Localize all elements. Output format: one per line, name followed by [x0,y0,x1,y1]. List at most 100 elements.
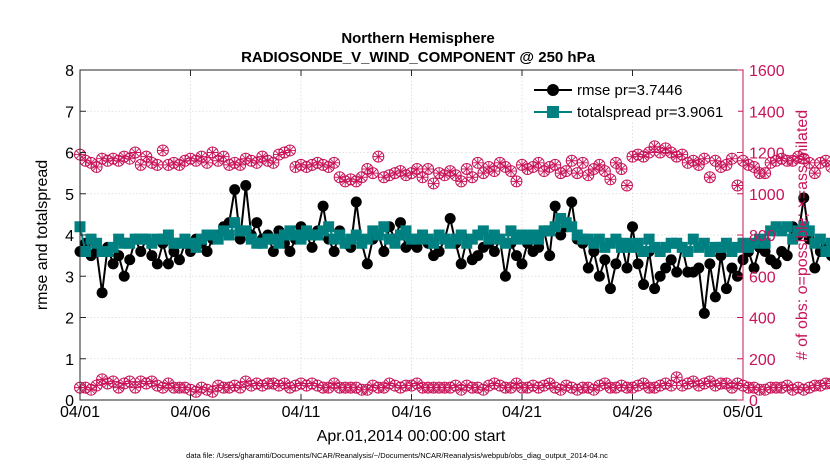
series-3-point-128-star [781,380,793,392]
series-0-point-28 [229,184,241,196]
series-1-point-30 [240,225,252,237]
series-0-point-6 [107,258,119,270]
series-1-point-34 [262,233,274,245]
series-1-point-67 [444,237,456,249]
series-0-point-115 [709,291,721,303]
y-tick-label-right-2: 400 [749,311,776,328]
series-layer [74,140,830,398]
series-2-point-82-star [527,161,539,173]
series-2-point-53 [366,167,379,180]
series-1-point-20 [185,237,196,249]
series-2-point-32-star [251,157,263,169]
series-2-point-122-star [748,161,760,173]
series-1-point-24 [207,229,219,241]
series-2-point-131-star [798,153,810,165]
series-2-point-66-star [439,169,451,181]
series-2-point-22-star [196,151,208,163]
series-0-point-117 [720,283,732,295]
series-2-point-46 [328,156,341,169]
series-3 [74,371,830,398]
series-3-point-111-star [687,375,699,387]
series-1-point-73 [477,225,489,237]
series-0-point-92 [582,262,594,274]
series-2-point-107-star [665,147,677,158]
series-1-point-89 [566,221,578,233]
series-2-point-118 [725,152,738,165]
series-2-point-72-star [472,157,484,169]
series-1-point-101 [632,237,644,249]
series-3-point-78-star [505,382,517,394]
series-1-point-56 [383,233,395,245]
series-2-point-88 [560,165,573,178]
series-1-point-9 [124,237,136,249]
series-2-point-61-star [411,163,423,175]
series-1-point-66 [439,233,451,245]
series-1-point-32 [251,237,263,249]
series-1-point-118 [726,246,738,257]
series-1-point-110 [682,246,694,257]
series-1-point-79 [510,233,522,245]
series-3-point-117-star [720,378,732,389]
series-0-point-108 [671,266,683,278]
series-1-point-82 [527,229,539,241]
series-1-point-17 [168,237,180,249]
series-2-point-84-star [538,165,550,177]
series-1-point-1 [80,246,92,257]
series-1-point-8 [118,237,130,249]
series-0-point-100 [627,221,638,233]
series-1-point-74 [483,233,495,245]
series-0-point-46 [328,246,340,257]
series-0-point-122 [748,262,760,274]
y-axis-label-left: rmse and totalspread [34,160,51,310]
series-2-point-93-star [588,163,600,175]
y-tick-label-3: 3 [65,269,74,286]
series-2-point-124-star [759,167,771,179]
series-1-point-100 [627,241,638,253]
series-1-point-42 [306,229,318,241]
series-0-point-38 [284,246,296,257]
series-2-point-89-star [566,155,578,167]
series-2-point-133 [808,167,821,180]
series-1-point-64 [428,237,440,249]
series-1-point-126 [770,221,782,233]
series-1-point-62 [417,229,429,241]
series-1-point-71 [466,233,478,245]
series-1-point-7 [113,233,125,245]
series-2-point-53-star [367,167,379,179]
series-2-point-105-star [654,147,666,158]
series-2-point-69-star [455,175,467,187]
series-2-point-76-star [494,157,506,169]
series-2-point-11 [134,158,147,171]
series-2-point-10 [129,146,142,159]
series-2 [74,140,830,192]
series-3-point-21-star [190,386,202,398]
series-2-point-14 [151,158,164,171]
series-1-point-18 [173,237,185,249]
series-2-point-113 [698,152,711,165]
series-3-point-45-star [323,382,335,394]
series-2-point-29-star [234,159,246,171]
series-1-point-21 [190,241,202,253]
series-0-point-97 [610,258,622,270]
series-1-point-27 [223,229,235,241]
series-2-point-132-star [803,157,815,169]
series-2-point-51 [355,171,368,184]
series-2-point-78 [504,165,517,178]
series-1-point-114 [704,246,716,257]
y-tick-label-4: 4 [65,228,74,245]
series-2-point-98-star [615,163,627,175]
series-2-point-98 [615,163,628,175]
legend: rmse pr=3.7446 totalspread pr=3.9061 [528,76,738,122]
series-0-point-114 [704,258,716,270]
series-1-point-135 [820,246,830,257]
series-1-point-19 [179,233,191,245]
series-1-point-106 [660,241,672,253]
series-0-point-4 [96,287,108,299]
series-3-point-24-star [207,386,219,398]
series-2-point-70-star [461,163,473,175]
series-2-point-33-star [256,151,268,163]
y-tick-label-5: 5 [65,187,74,204]
y-tick-label-right-6: 1200 [749,146,785,163]
series-0-point-133 [809,262,821,274]
